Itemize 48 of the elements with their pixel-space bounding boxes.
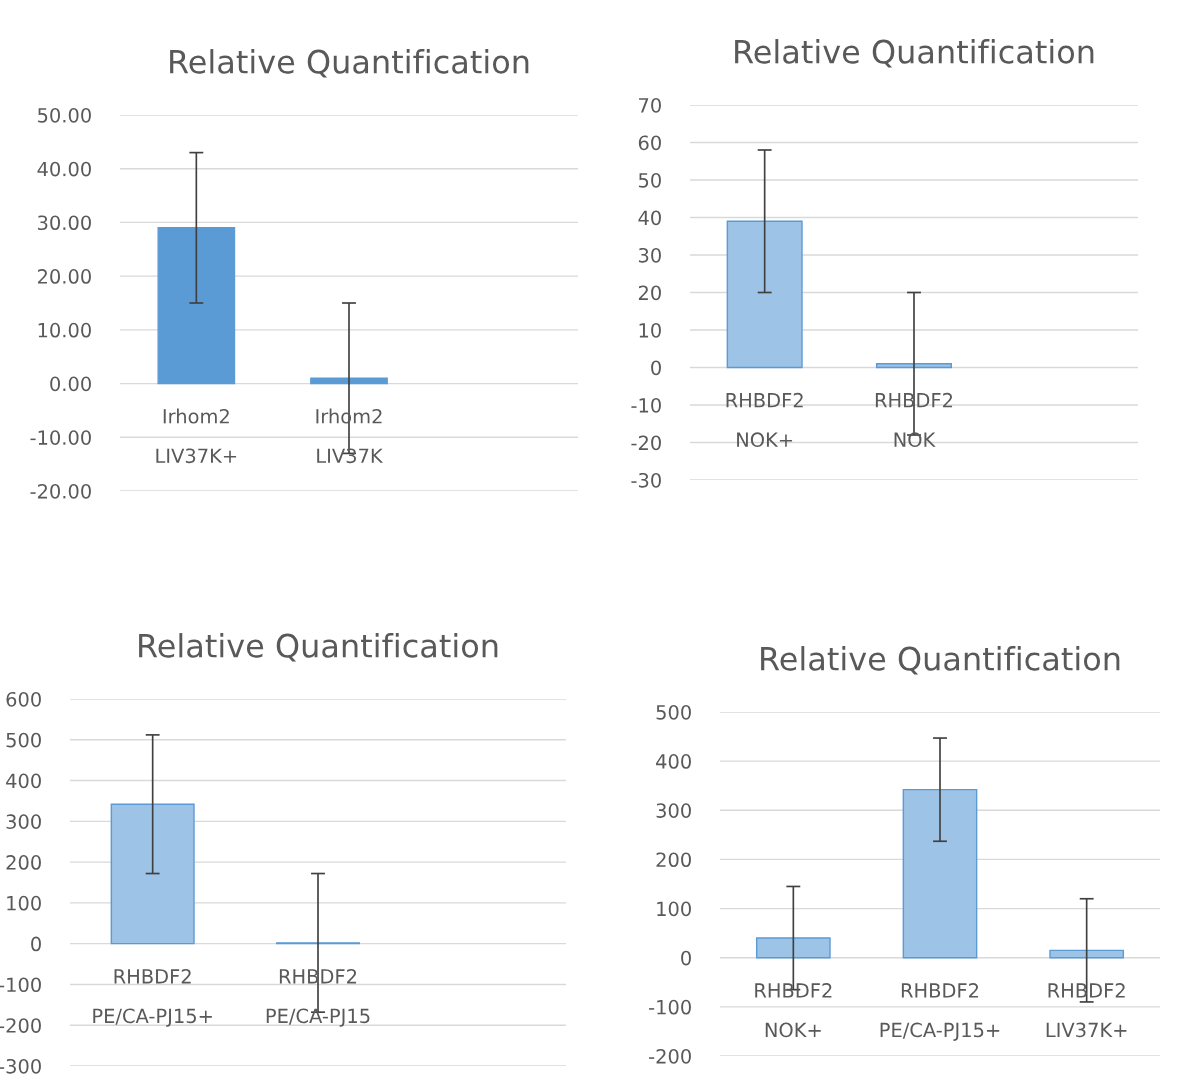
category-label: RHBDF2 NOK+ <box>755 983 832 1038</box>
chart-title: Relative Quantification <box>761 646 1120 675</box>
bar <box>755 937 831 959</box>
y-tick-label: 70 <box>639 97 661 113</box>
y-tick-label: 20 <box>638 285 661 301</box>
y-tick-label: -20.00 <box>30 483 91 499</box>
y-tick-label: -300 <box>0 1058 41 1074</box>
y-tick-label: 0 <box>31 936 41 952</box>
y-tick-label: -200 <box>0 1018 41 1033</box>
y-tick-label: 100 <box>7 895 41 911</box>
y-tick-label: -10.00 <box>30 430 91 445</box>
category-label: RHBDF2 PE/CA-PJ15+ <box>880 983 1000 1041</box>
y-tick-label: -20 <box>631 435 661 451</box>
chart-title: Relative Quantification <box>139 633 498 662</box>
y-tick-label: 400 <box>6 773 41 789</box>
category-label: RHBDF2 NOK+ <box>726 392 803 448</box>
y-tick-label: 0 <box>651 360 661 376</box>
category-label: Irhom2 LIV37K+ <box>156 408 237 464</box>
y-tick-label: 300 <box>6 814 41 829</box>
y-tick-label: 200 <box>6 855 41 870</box>
chart-title: Relative Quantification <box>170 49 529 78</box>
y-tick-label: 40 <box>638 210 661 226</box>
y-tick-label: 400 <box>656 754 691 769</box>
y-tick-label: 30.00 <box>38 215 91 231</box>
y-tick-label: 500 <box>656 704 691 720</box>
y-tick-label: 0 <box>681 950 691 966</box>
y-tick-label: 50 <box>638 172 661 188</box>
y-tick-label: 500 <box>6 732 41 748</box>
y-tick-label: 0.00 <box>50 376 91 392</box>
y-tick-label: 50.00 <box>38 107 91 123</box>
y-tick-label: -10 <box>631 397 661 413</box>
y-tick-label: 600 <box>6 691 41 707</box>
y-tick-label: 200 <box>656 852 691 868</box>
y-tick-label: 60 <box>638 135 661 151</box>
y-tick-label: -200 <box>649 1048 691 1064</box>
y-tick-label: -30 <box>631 472 661 488</box>
y-tick-label: 20.00 <box>37 269 91 284</box>
chart-title: Relative Quantification <box>735 39 1094 68</box>
bar <box>902 788 978 959</box>
y-tick-label: 100 <box>657 901 691 917</box>
y-tick-label: 40.00 <box>37 161 91 177</box>
y-tick-label: 300 <box>656 803 691 818</box>
y-tick-label: 30 <box>638 247 661 263</box>
category-label: RHBDF2 PE/CA-PJ15+ <box>93 969 212 1027</box>
y-tick-label: 10 <box>639 322 661 338</box>
y-tick-label: 10.00 <box>38 322 91 338</box>
y-tick-label: -100 <box>649 999 691 1015</box>
y-tick-label: -100 <box>0 977 41 993</box>
